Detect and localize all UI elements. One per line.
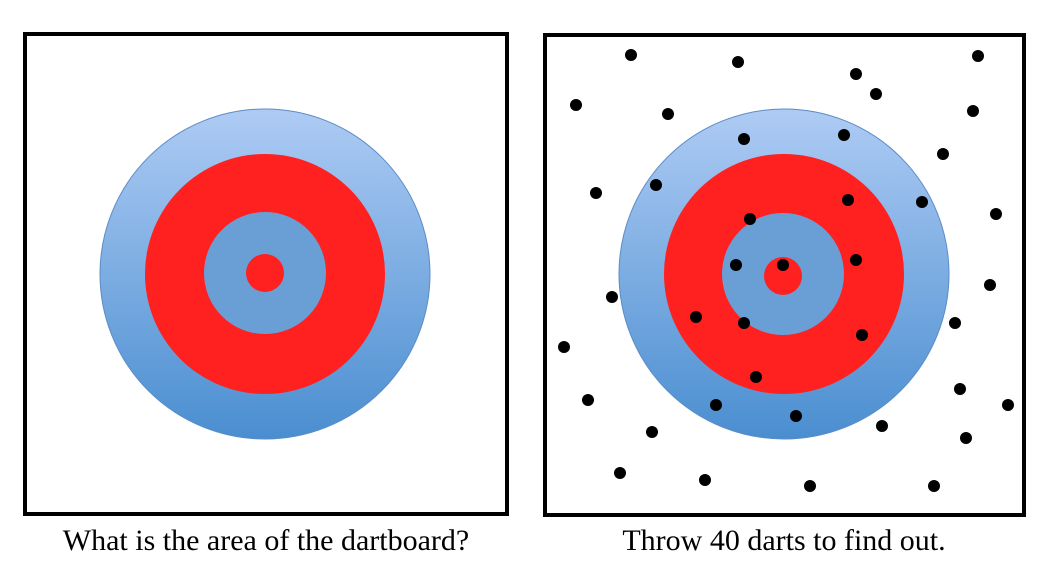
dart-mark: [1002, 399, 1014, 411]
dart-mark: [876, 420, 888, 432]
bullseye: [764, 257, 802, 295]
darts: [558, 49, 1014, 492]
dart-mark: [650, 179, 662, 191]
dart-mark: [954, 383, 966, 395]
dart-mark: [606, 291, 618, 303]
dart-mark: [699, 474, 711, 486]
dart-mark: [710, 399, 722, 411]
right-panel: [543, 33, 1026, 517]
dart-mark: [984, 279, 996, 291]
dart-mark: [590, 187, 602, 199]
dart-mark: [738, 133, 750, 145]
dart-mark: [777, 259, 789, 271]
dart-mark: [738, 317, 750, 329]
dart-mark: [790, 410, 802, 422]
dart-mark: [570, 99, 582, 111]
dart-mark: [960, 432, 972, 444]
dart-mark: [646, 426, 658, 438]
left-caption: What is the area of the dartboard?: [62, 524, 470, 557]
dart-mark: [850, 68, 862, 80]
dart-mark: [967, 105, 979, 117]
right-dartboard: [618, 108, 950, 440]
left-frame: [23, 32, 509, 516]
dart-mark: [949, 317, 961, 329]
dart-mark: [662, 108, 674, 120]
dart-mark: [990, 208, 1002, 220]
dart-mark: [558, 341, 570, 353]
dart-mark: [690, 311, 702, 323]
dart-mark: [732, 56, 744, 68]
right-caption: Throw 40 darts to find out.: [622, 524, 946, 557]
dart-mark: [804, 480, 816, 492]
dart-mark: [842, 194, 854, 206]
left-dartboard: [99, 108, 431, 440]
left-panel: [23, 32, 509, 516]
dart-mark: [730, 259, 742, 271]
dart-mark: [972, 50, 984, 62]
dart-mark: [625, 49, 637, 61]
bullseye: [246, 254, 284, 292]
dart-mark: [870, 88, 882, 100]
dart-mark: [937, 148, 949, 160]
dart-mark: [850, 254, 862, 266]
dart-mark: [744, 213, 756, 225]
dart-mark: [582, 394, 594, 406]
dart-mark: [856, 329, 868, 341]
dart-mark: [838, 129, 850, 141]
dart-mark: [750, 371, 762, 383]
dart-mark: [614, 467, 626, 479]
dart-mark: [916, 196, 928, 208]
dart-mark: [928, 480, 940, 492]
right-frame: [543, 33, 1026, 517]
